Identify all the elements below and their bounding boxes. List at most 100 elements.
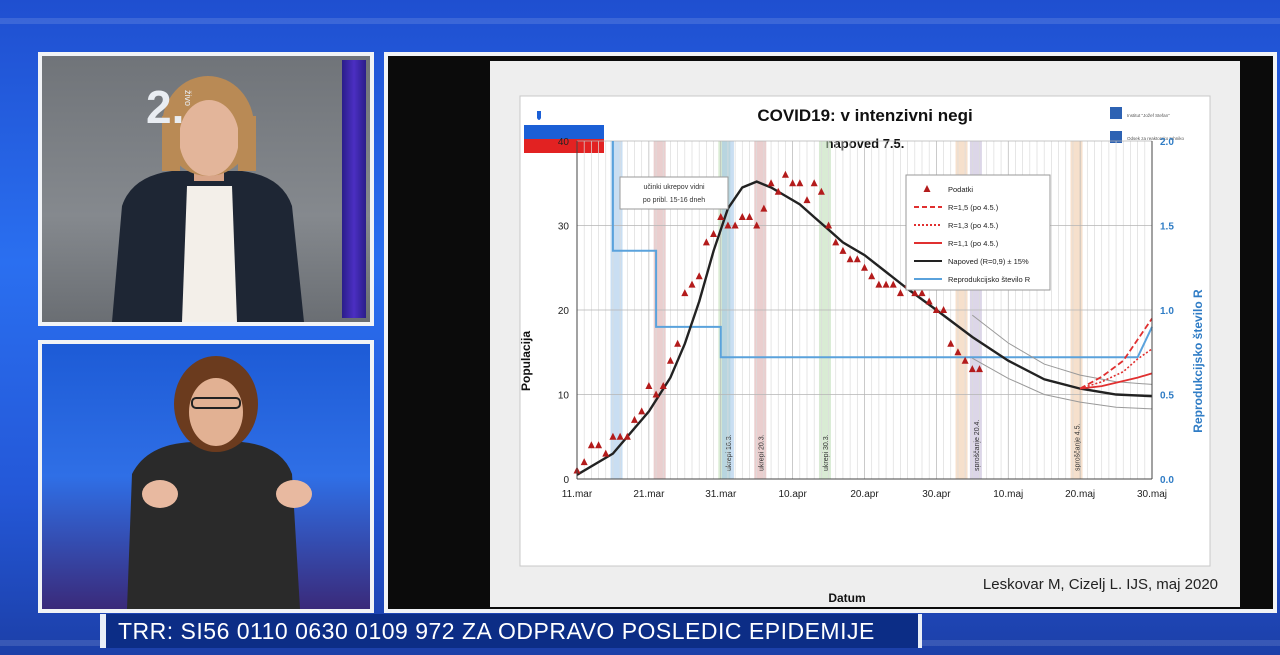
data-point — [932, 306, 940, 313]
forecast-lower-line — [972, 357, 1153, 410]
interpreter-figure — [127, 356, 312, 609]
data-point — [853, 255, 861, 263]
annotation-box: učinki ukrepov vidni po pribl. 15-16 dne… — [619, 176, 729, 210]
data-point — [666, 356, 674, 364]
data-point — [825, 221, 833, 229]
covid-icu-chart: Institut "Jožef Stefan" Odsek za reaktor… — [519, 95, 1211, 605]
data-point — [753, 221, 761, 229]
anchor-figure — [112, 76, 304, 322]
data-point — [961, 356, 969, 364]
annotation-line-1: učinki ukrepov vidni — [643, 184, 705, 191]
data-point — [918, 289, 926, 297]
forecast-upper-line — [971, 314, 1153, 385]
institute-logo-icon: Institut "Jožef Stefan" Odsek za reaktor… — [1110, 107, 1185, 143]
y-tick-label: 0 — [563, 475, 569, 486]
data-point — [846, 255, 854, 263]
scenario-r11-line — [1079, 372, 1153, 390]
data-point — [767, 179, 775, 187]
data-point — [911, 289, 919, 297]
data-point — [710, 229, 718, 237]
y-axis-label: Populacija — [519, 331, 533, 391]
r-number-line — [611, 141, 1153, 359]
y-tick-label: 30 — [558, 222, 570, 233]
data-point — [688, 280, 696, 288]
y-tick-label: 20 — [558, 306, 570, 317]
data-point — [681, 289, 689, 297]
data-point — [652, 390, 660, 398]
event-band-label: ukrepi 30.3. — [823, 434, 830, 471]
legend-label: R=1,3 (po 4.5.) — [948, 221, 999, 230]
x-tick-label: 10.apr — [778, 489, 807, 500]
data-point — [896, 289, 904, 297]
data-point — [631, 415, 638, 423]
data-point — [623, 432, 631, 440]
data-point — [882, 280, 890, 288]
event-band-label: ukrepi 16.3. — [726, 434, 733, 471]
data-point — [638, 407, 646, 415]
chart-title: COVID19: v intenzivni negi — [757, 106, 972, 125]
data-point — [724, 221, 732, 229]
data-point — [796, 179, 804, 187]
data-point — [861, 263, 868, 271]
event-band-label: ukrepi 20.3. — [758, 434, 765, 471]
data-point — [659, 382, 667, 390]
data-point — [587, 441, 595, 449]
data-point — [810, 179, 818, 187]
legend-label: Podatki — [948, 185, 973, 194]
data-point — [839, 246, 847, 254]
x-tick-label: 10.maj — [993, 489, 1023, 500]
annotation-line-2: po pribl. 15-16 dneh — [643, 197, 705, 204]
news-ticker: TRR: SI56 0110 0630 0109 972 ZA ODPRAVO … — [100, 614, 922, 648]
data-point — [803, 196, 811, 204]
legend-label: R=1,1 (po 4.5.) — [948, 239, 999, 248]
chart-subtitle: napoved 7.5. — [826, 136, 905, 151]
data-point — [645, 382, 653, 390]
x-tick-label: 21.mar — [633, 489, 665, 500]
channel-logo: 2. — [146, 81, 185, 133]
legend-label: Napoved (R=0,9) ± 15% — [948, 257, 1029, 266]
legend-marker — [923, 185, 931, 192]
data-point — [976, 365, 983, 373]
data-point — [602, 449, 610, 457]
y2-tick-label: 1.5 — [1160, 222, 1174, 233]
x-tick-label: 11.mar — [562, 489, 593, 500]
y2-axis-label: Reprodukcijsko število R — [1191, 289, 1205, 433]
x-tick-label: 31.mar — [705, 489, 737, 500]
data-point — [954, 348, 962, 356]
y2-tick-label: 0.0 — [1160, 475, 1174, 486]
institute-name-2: Odsek za reaktorsko tehniko — [1127, 136, 1185, 141]
data-point — [595, 441, 603, 449]
channel-logo-subtitle: živo — [183, 90, 193, 107]
y-tick-label: 40 — [558, 137, 570, 148]
data-point — [817, 187, 825, 195]
data-point — [702, 238, 710, 246]
data-point — [940, 306, 948, 313]
data-point — [781, 170, 789, 178]
anchor-video-panel: 2. živo — [38, 52, 374, 326]
slide: Institut "Jožef Stefan" Odsek za reaktor… — [490, 61, 1240, 607]
data-point — [875, 280, 883, 288]
studio-backdrop-bar — [342, 60, 366, 318]
data-point — [746, 213, 753, 221]
slide-credit: Leskovar M, Cizelj L. IJS, maj 2020 — [982, 576, 1218, 593]
x-tick-label: 20.maj — [1065, 489, 1095, 500]
forecast-line — [576, 180, 1153, 476]
y-tick-label: 10 — [558, 391, 570, 402]
presentation-panel: Institut "Jožef Stefan" Odsek za reaktor… — [384, 52, 1277, 613]
institute-name-1: Institut "Jožef Stefan" — [1127, 113, 1170, 118]
data-point — [774, 187, 782, 195]
data-point — [609, 432, 617, 440]
event-band-label: sproščanje 4.5. — [1075, 423, 1082, 471]
data-point — [731, 221, 739, 229]
legend-label: R=1,5 (po 4.5.) — [948, 203, 999, 212]
chart-legend: Podatki R=1,5 (po 4.5.) R=1,3 (po 4.5.) R=1… — [905, 174, 1051, 291]
x-tick-label: 30.maj — [1137, 489, 1167, 500]
data-point — [760, 204, 768, 212]
data-point — [968, 365, 976, 373]
data-point — [868, 272, 876, 280]
data-point — [832, 238, 840, 246]
event-band-label: sproščanje 20.4. — [974, 420, 981, 471]
sign-language-panel — [38, 340, 374, 613]
y2-tick-label: 1.0 — [1160, 306, 1174, 317]
x-tick-label: 20.apr — [850, 489, 879, 500]
